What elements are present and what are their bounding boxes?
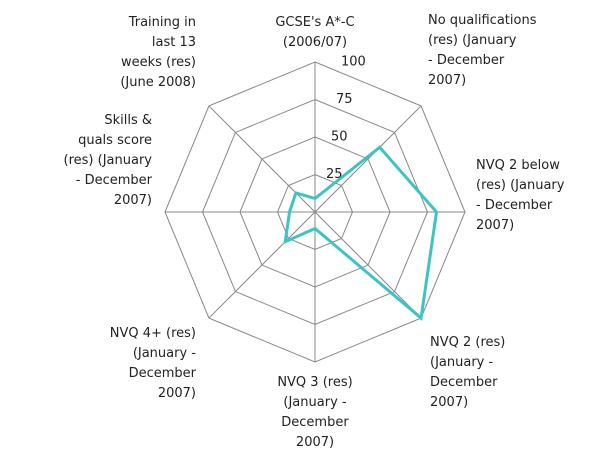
data-line [283,145,439,321]
category-label: NVQ 2 below (res) (January - December 2007) [476,158,565,233]
category-label: NVQ 2 (res) (January -December 2007) [430,335,505,410]
r-tick-label: 100 [341,55,366,70]
category-label: No qualifications (res) (January - Decembe… [428,13,537,88]
category-label: NVQ 4+ (res) (January -December 2007) [110,326,197,401]
axis-spoke [314,105,422,213]
category-label: NVQ 3 (res) (January -December 2007) [277,375,352,450]
axis-spoke [208,211,316,319]
r-tick-label: 75 [336,92,353,107]
r-tick-label: 50 [331,130,348,145]
category-label: Skills & quals score (res) (January - Decem… [64,113,153,208]
category-label: GCSE's A*-C (2006/07) [275,15,354,50]
category-label: Training in last 13 weeks (res) (June 2008) [120,15,196,90]
axis-spoke [314,211,422,319]
